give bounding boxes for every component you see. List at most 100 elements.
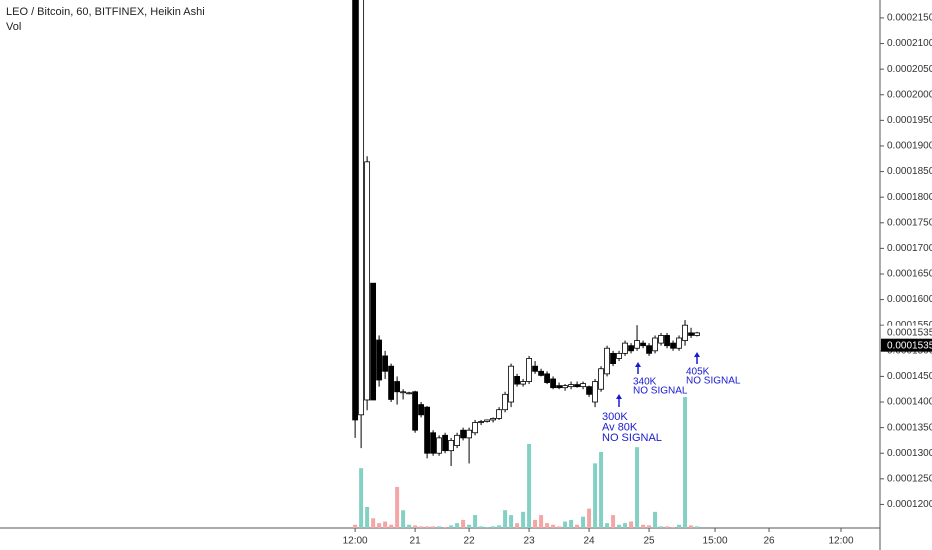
- candle-body: [670, 342, 676, 349]
- candle-body: [442, 434, 448, 452]
- annotation-arrowhead: [616, 394, 622, 399]
- x-tick-label: 26: [763, 536, 775, 547]
- volume-bar: [479, 526, 484, 528]
- candle-body: [460, 429, 466, 439]
- candle-body: [508, 365, 514, 403]
- candle-body: [490, 418, 496, 421]
- x-tick-label: 12:00: [828, 536, 853, 547]
- volume-bar: [449, 525, 454, 528]
- volume-bar: [599, 452, 604, 528]
- candle-body: [514, 376, 520, 385]
- candle-body: [544, 373, 550, 383]
- candle-body: [352, 0, 359, 421]
- annotation-text: 405K: [686, 367, 710, 378]
- volume-bar: [521, 511, 526, 528]
- volume-bar: [545, 523, 550, 528]
- volume-bar: [593, 463, 598, 528]
- candle-body: [592, 381, 598, 403]
- volume-bar: [437, 526, 442, 528]
- candle-body: [676, 337, 682, 349]
- candle-body: [406, 392, 413, 395]
- candle-body: [634, 340, 640, 349]
- volume-bar: [467, 524, 472, 528]
- candle-body: [616, 352, 622, 359]
- x-tick-label: 15:00: [703, 536, 728, 547]
- volume-bar: [677, 524, 682, 528]
- volume-bar: [509, 515, 514, 528]
- candle-body: [430, 432, 437, 454]
- volume-bar: [527, 443, 532, 528]
- volume-bar: [695, 526, 700, 528]
- volume-bar: [503, 510, 508, 528]
- annotation-text: NO SIGNAL: [686, 376, 741, 387]
- volume-bar: [371, 518, 376, 528]
- volume-bar: [461, 519, 466, 528]
- volume-bar: [611, 515, 616, 528]
- x-tick-label: 22: [464, 536, 476, 547]
- x-tick-label: 23: [524, 536, 536, 547]
- candle-body: [628, 345, 634, 352]
- volume-bar: [551, 524, 556, 528]
- volume-bar: [365, 506, 370, 528]
- last-price-label: 0.00015354: [887, 327, 932, 338]
- candle-body: [562, 385, 568, 389]
- candle-body: [646, 345, 652, 354]
- volume-bar: [671, 527, 676, 528]
- volume-bar: [455, 523, 460, 528]
- candle-body: [376, 339, 383, 381]
- candle-body: [580, 383, 586, 388]
- candle-body: [574, 384, 580, 388]
- candle-body: [424, 406, 431, 454]
- candle-body: [454, 434, 460, 446]
- candle-body: [538, 370, 544, 376]
- volume-bar: [635, 447, 640, 528]
- volume-bar: [587, 508, 592, 528]
- volume-bar: [431, 526, 436, 528]
- candle-body: [388, 365, 395, 400]
- volume-bar: [647, 525, 652, 528]
- volume-bar: [359, 468, 364, 528]
- volume-bar: [419, 526, 424, 528]
- candle-body: [520, 381, 526, 385]
- volume-bar: [473, 515, 478, 528]
- candle-body: [652, 337, 658, 352]
- volume-bar: [401, 510, 406, 528]
- volume-bar: [629, 521, 634, 528]
- candle-body: [484, 419, 490, 422]
- candle-body: [466, 429, 472, 439]
- chart-title: LEO / Bitcoin, 60, BITFINEX, Heikin Ashi: [6, 6, 205, 18]
- annotation-text: 300K: [602, 411, 628, 423]
- annotation-arrowhead: [635, 362, 641, 367]
- volume-bar: [515, 523, 520, 528]
- x-tick-label: 25: [643, 536, 655, 547]
- volume-bar: [407, 524, 412, 528]
- annotation-text: Av 80K: [602, 421, 638, 433]
- volume-bar: [557, 526, 562, 528]
- candle-body: [598, 368, 604, 390]
- volume-bar: [389, 524, 394, 528]
- candle-body: [382, 355, 389, 372]
- volume-bar: [641, 524, 646, 528]
- candle-body: [664, 335, 670, 347]
- candle-body: [526, 358, 532, 382]
- candle-body: [496, 409, 502, 419]
- candle-body: [604, 347, 610, 375]
- volume-bar: [377, 523, 382, 528]
- volume-bar: [575, 524, 580, 528]
- volume-bar: [659, 526, 664, 528]
- candle-body: [370, 282, 377, 401]
- volume-bar: [617, 524, 622, 528]
- candle-body: [682, 324, 688, 341]
